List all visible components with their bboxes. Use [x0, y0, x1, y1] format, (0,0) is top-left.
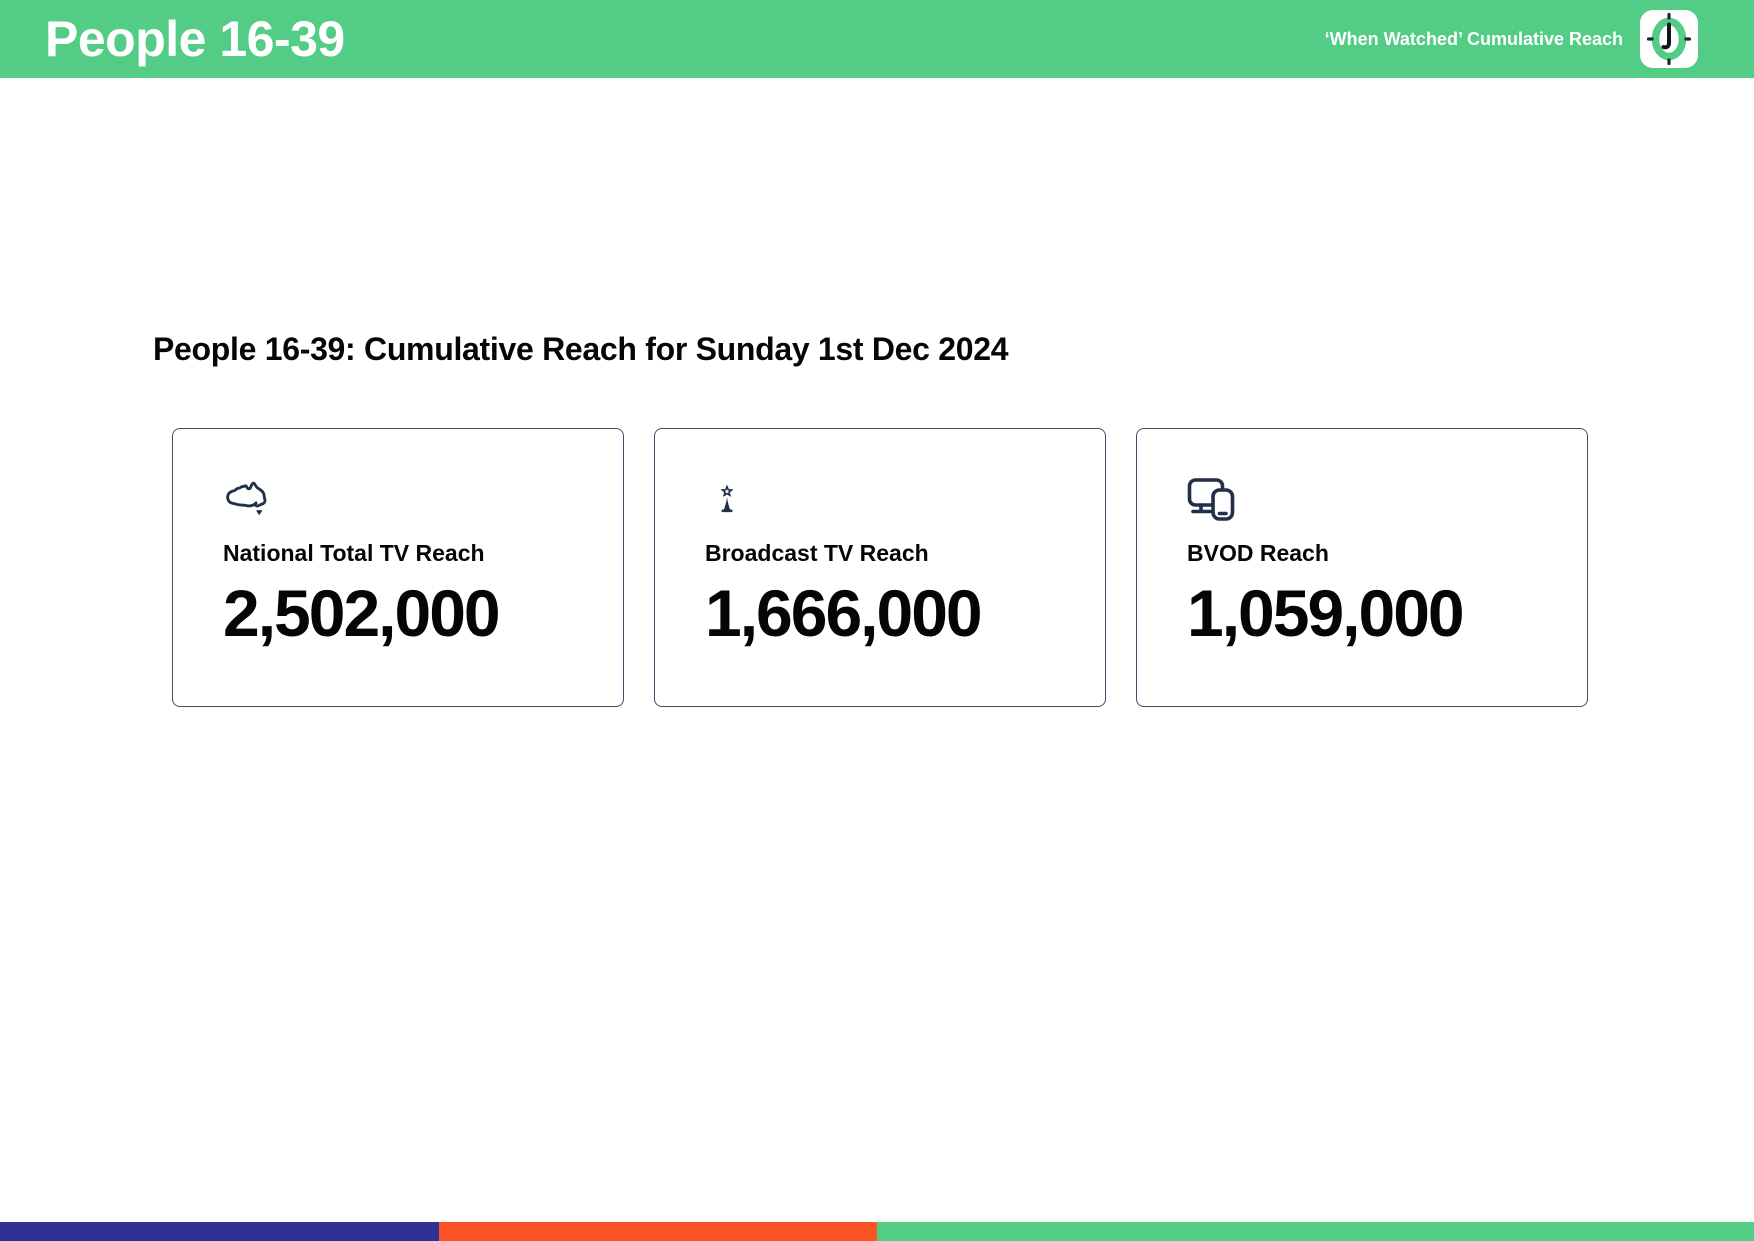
kpi-cards-row: National Total TV Reach 2,502,000 Broadc…: [172, 428, 1754, 707]
footer-color-bar: [0, 1222, 1754, 1241]
report-heading: People 16-39: Cumulative Reach for Sunda…: [153, 331, 1009, 367]
kpi-card-broadcast-tv: Broadcast TV Reach 1,666,000: [654, 428, 1106, 707]
tv-and-phone-icon: [1187, 475, 1559, 523]
kpi-label: National Total TV Reach: [223, 540, 485, 566]
kpi-value: 2,502,000: [223, 576, 501, 650]
footer-segment-blue: [0, 1222, 439, 1241]
kpi-card-bvod: BVOD Reach 1,059,000: [1136, 428, 1588, 707]
kpi-label: Broadcast TV Reach: [705, 540, 929, 566]
kpi-value: 1,059,000: [1187, 576, 1465, 650]
australia-map-icon: [223, 475, 595, 523]
clock-logo-button[interactable]: [1640, 10, 1698, 68]
header-tagline: ‘When Watched’ Cumulative Reach: [1324, 28, 1623, 49]
header-bar: People 16-39 ‘When Watched’ Cumulative R…: [0, 0, 1754, 78]
kpi-label: BVOD Reach: [1187, 540, 1329, 566]
clock-icon: [1640, 10, 1698, 68]
kpi-card-national-total-tv: National Total TV Reach 2,502,000: [172, 428, 624, 707]
footer-segment-green: [877, 1222, 1754, 1241]
kpi-value: 1,666,000: [705, 576, 983, 650]
footer-segment-orange: [438, 1222, 877, 1241]
page-title: People 16-39: [45, 11, 345, 67]
broadcast-tower-icon: [705, 475, 1077, 523]
